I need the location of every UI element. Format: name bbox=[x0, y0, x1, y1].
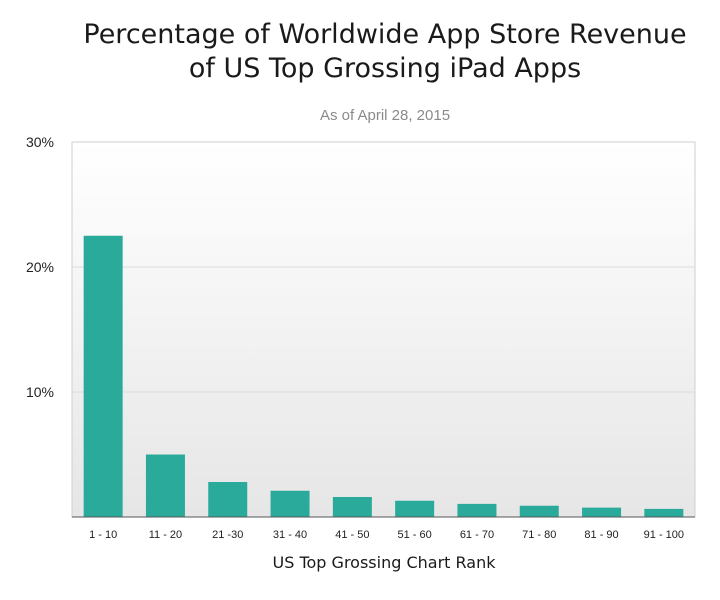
grid-lines bbox=[72, 266, 695, 393]
y-tick-labels: 10% 20% 30% bbox=[26, 134, 54, 400]
bar bbox=[332, 497, 372, 517]
x-tick-label: 61 - 70 bbox=[460, 529, 494, 541]
bar bbox=[395, 500, 435, 517]
x-tick-label: 21 -30 bbox=[212, 529, 243, 541]
x-tick-label: 1 - 10 bbox=[89, 529, 117, 541]
x-tick-label: 71 - 80 bbox=[522, 529, 556, 541]
bar bbox=[457, 503, 497, 517]
bar bbox=[208, 482, 248, 517]
bar bbox=[519, 505, 559, 517]
x-tick-label: 11 - 20 bbox=[149, 529, 182, 541]
x-axis-title: US Top Grossing Chart Rank bbox=[273, 553, 497, 572]
x-tick-labels: 1 - 10 11 - 20 21 -30 31 - 40 41 - 50 51 - 60… bbox=[89, 529, 684, 541]
x-tick-label: 51 - 60 bbox=[398, 529, 432, 541]
y-tick-label: 10% bbox=[26, 384, 54, 400]
x-tick-label: 31 - 40 bbox=[273, 529, 307, 541]
bar bbox=[644, 508, 684, 517]
chart-subtitle: As of April 28, 2015 bbox=[319, 107, 451, 124]
x-tick-label: 91 - 100 bbox=[644, 529, 684, 541]
bar bbox=[270, 490, 310, 517]
chart-title-line-1: Percentage of Worldwide App Store Revenu… bbox=[83, 19, 687, 50]
x-tick-label: 41 - 50 bbox=[335, 529, 369, 541]
y-tick-label: 30% bbox=[26, 134, 54, 150]
bar bbox=[83, 235, 123, 517]
chart-title: Percentage of Worldwide App Store Revenu… bbox=[0, 18, 720, 86]
bar bbox=[582, 507, 622, 517]
y-tick-label: 20% bbox=[26, 259, 54, 275]
chart-title-line-2: of US Top Grossing iPad Apps bbox=[188, 53, 582, 84]
bar bbox=[145, 454, 185, 517]
x-tick-label: 81 - 90 bbox=[584, 529, 618, 541]
bars bbox=[83, 235, 684, 517]
